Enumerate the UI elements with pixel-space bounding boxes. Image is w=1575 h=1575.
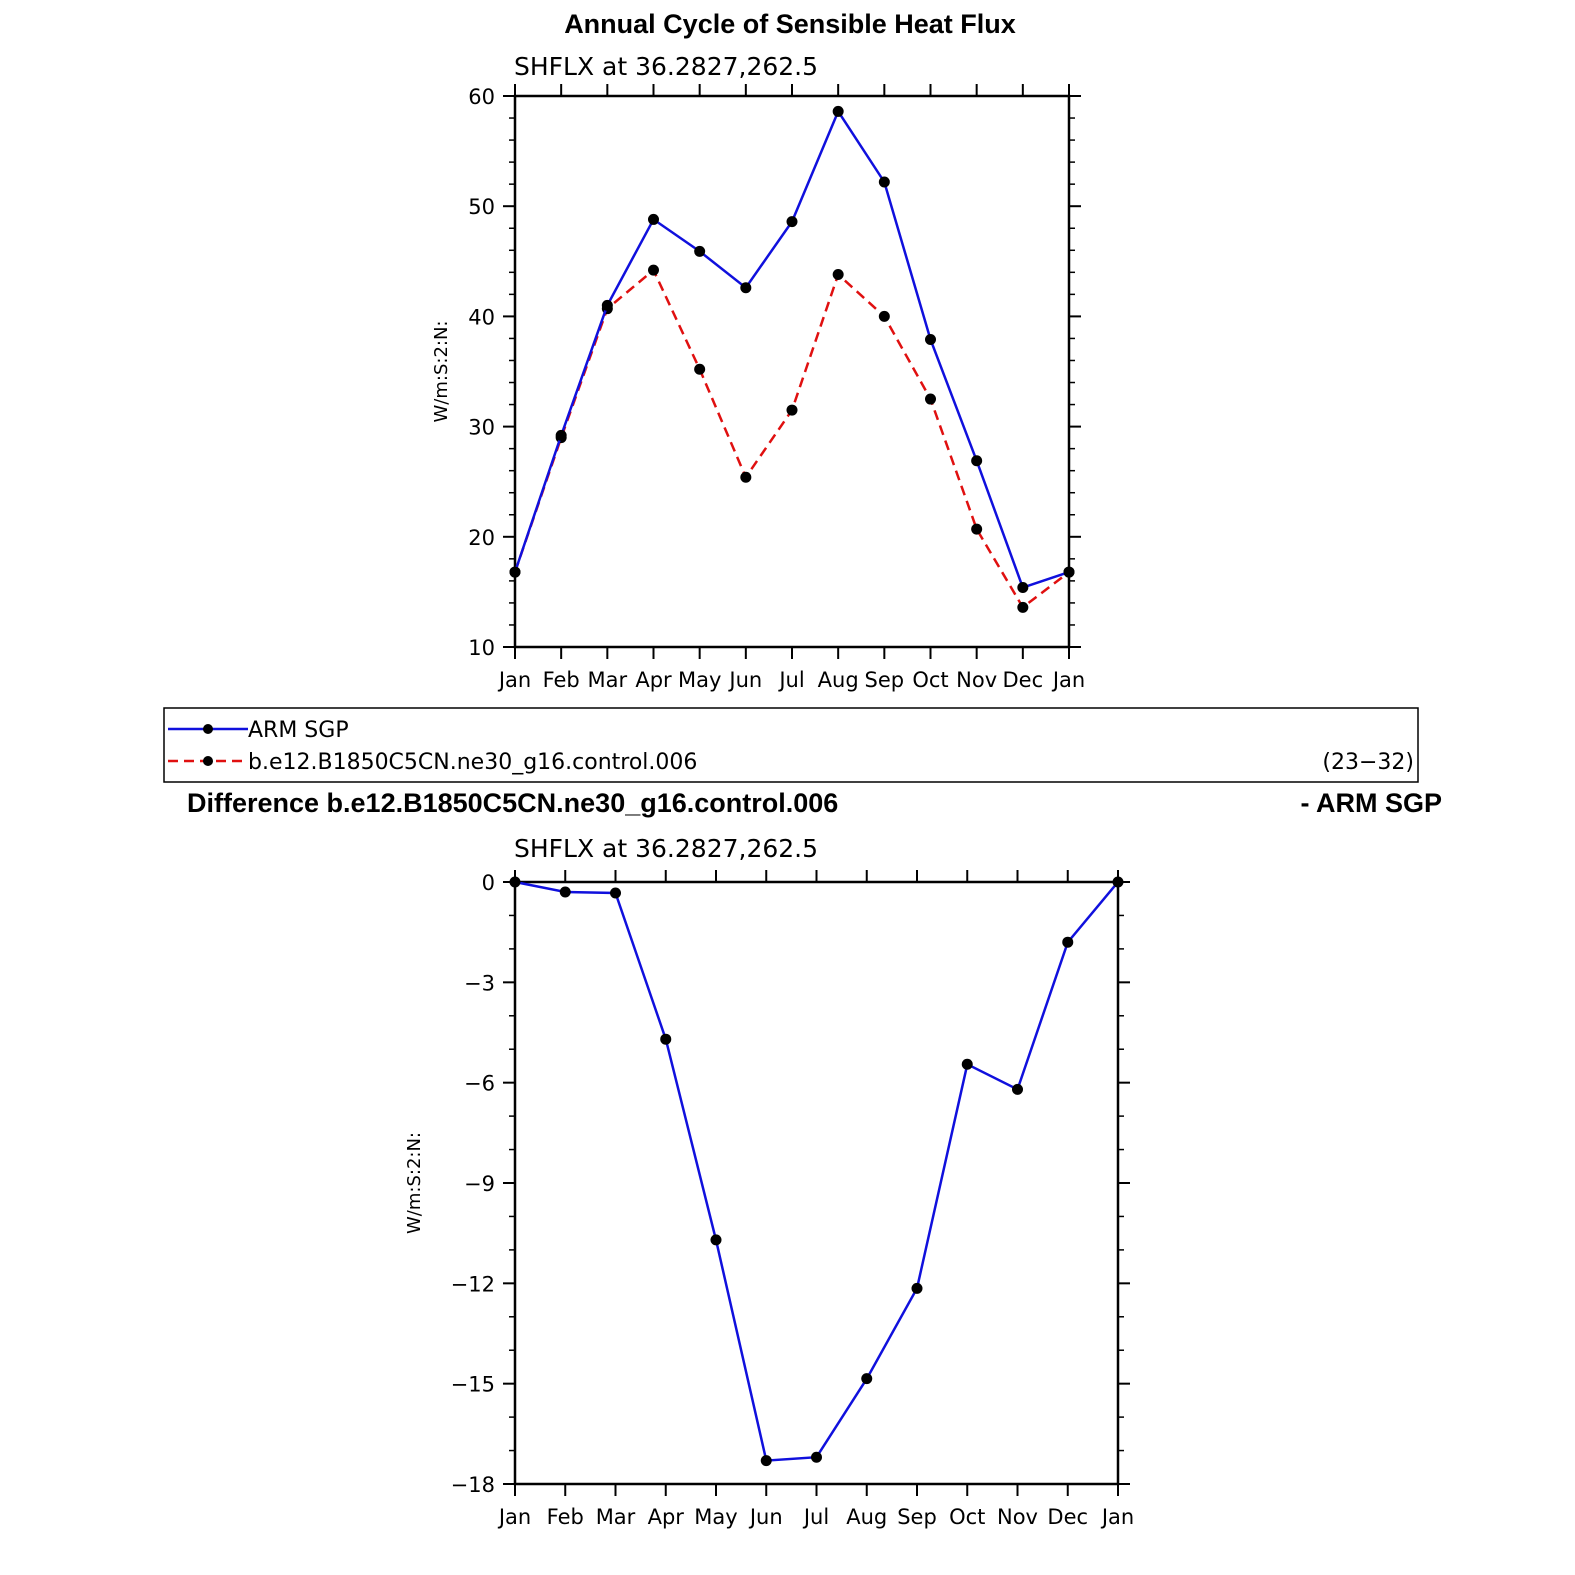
x-tick-label: Dec [1047,1505,1088,1529]
y-tick-label: −9 [464,1172,495,1196]
x-tick-label: Sep [897,1505,937,1529]
data-point [1112,876,1124,888]
diff-title-right: - ARM SGP [1301,788,1443,818]
x-tick-label: Jun [727,668,762,692]
data-point [878,176,890,188]
x-tick-label: Apr [635,668,672,692]
y-tick-label: 20 [468,526,495,550]
data-point [971,523,983,535]
data-point [832,105,844,117]
y-tick-label: 30 [468,416,495,440]
data-point [1062,936,1074,948]
y-tick-label: 40 [468,305,495,329]
chart-subtitle: SHFLX at 36.2827,262.5 [514,52,818,81]
x-tick-label: Mar [596,1505,636,1529]
data-point [878,310,890,322]
data-point [710,1234,722,1246]
x-tick-label: Aug [818,668,859,692]
data-point [660,1033,672,1045]
legend: ARM SGP b.e12.B1850C5CN.ne30_g16.control… [163,707,1419,783]
difference-panel: −18 −15 −12 −9 −6 −3 0 Jan Feb Mar Apr May Jun Jul Aug… [404,870,1134,1529]
data-point [925,393,936,405]
x-tick-label: Jun [748,1505,783,1529]
x-tick-label: May [694,1505,737,1529]
x-tick-label: Nov [997,1505,1038,1529]
data-point [1017,601,1029,613]
legend-label-arm-sgp: ARM SGP [248,718,349,743]
y-tick-label: 50 [468,195,495,219]
data-point [648,264,659,276]
y-tick-label: −15 [451,1373,495,1397]
data-point [961,1058,973,1070]
plot-frame [513,880,1120,1486]
data-point [861,1373,873,1385]
x-tick-label: Oct [912,668,948,692]
data-point [648,213,659,225]
series-line [513,108,1070,590]
y-tick-label: −12 [451,1272,495,1296]
data-point [694,245,706,257]
annual-cycle-panel: 10 20 30 40 50 60 Jan Feb Mar Apr May Jun Jul Aug Sep O… [431,84,1085,692]
x-tick-label: Jan [1100,1505,1134,1529]
x-tick-label: Sep [865,668,905,692]
x-tick-label: Mar [588,668,628,692]
data-point [1063,566,1075,578]
series-line [514,880,1119,1462]
x-tick-label: Aug [846,1505,887,1529]
y-tick-label: 10 [468,636,495,660]
data-point [1017,581,1029,593]
data-point [740,282,752,294]
data-point [811,1451,822,1463]
data-point [760,1455,772,1467]
data-point [740,471,752,483]
data-point [911,1282,923,1294]
y-tick-label: −3 [464,971,495,995]
data-point [925,334,936,346]
x-tick-label: Jan [497,1505,531,1529]
legend-note: (23−32) [1322,750,1414,775]
y-tick-label: 0 [482,871,495,895]
legend-marker-model [203,756,213,766]
legend-box [163,707,1419,783]
data-point [832,269,844,281]
data-point [509,566,521,578]
x-tick-label: Dec [1003,668,1044,692]
data-point [786,216,798,228]
y-axis-label: W/m:S:2:N: [404,1132,425,1234]
x-tick-label: Jan [497,668,531,692]
x-tick-label: Feb [547,1505,584,1529]
x-tick-label: Apr [648,1505,685,1529]
data-point [559,886,571,898]
data-point [971,455,983,467]
y-axis-label: W/m:S:2:N: [431,321,452,423]
data-point [786,404,798,416]
x-tick-label: Jul [777,668,804,692]
x-tick-label: Oct [949,1505,985,1529]
series-line [513,268,1070,610]
x-tick-label: Jan [1051,668,1085,692]
data-point [555,429,567,441]
x-tick-label: Feb [543,668,580,692]
x-tick-label: May [678,668,721,692]
plot-frame [513,94,1071,649]
legend-marker-arm-sgp [203,724,213,734]
chart-title: Annual Cycle of Sensible Heat Flux [564,9,1016,39]
y-tick-label: −6 [464,1072,495,1096]
data-point [694,363,706,375]
y-tick-label: 60 [468,85,495,109]
data-point [509,876,521,888]
diff-title-left: Difference b.e12.B1850C5CN.ne30_g16.cont… [187,788,838,818]
x-tick-label: Nov [956,668,997,692]
x-tick-label: Jul [802,1505,829,1529]
data-point [601,299,613,311]
data-point [610,887,621,899]
diff-subtitle: SHFLX at 36.2827,262.5 [514,834,818,863]
y-tick-label: −18 [451,1473,495,1497]
legend-label-model: b.e12.B1850C5CN.ne30_g16.control.006 [248,750,697,775]
data-point [1012,1083,1023,1095]
